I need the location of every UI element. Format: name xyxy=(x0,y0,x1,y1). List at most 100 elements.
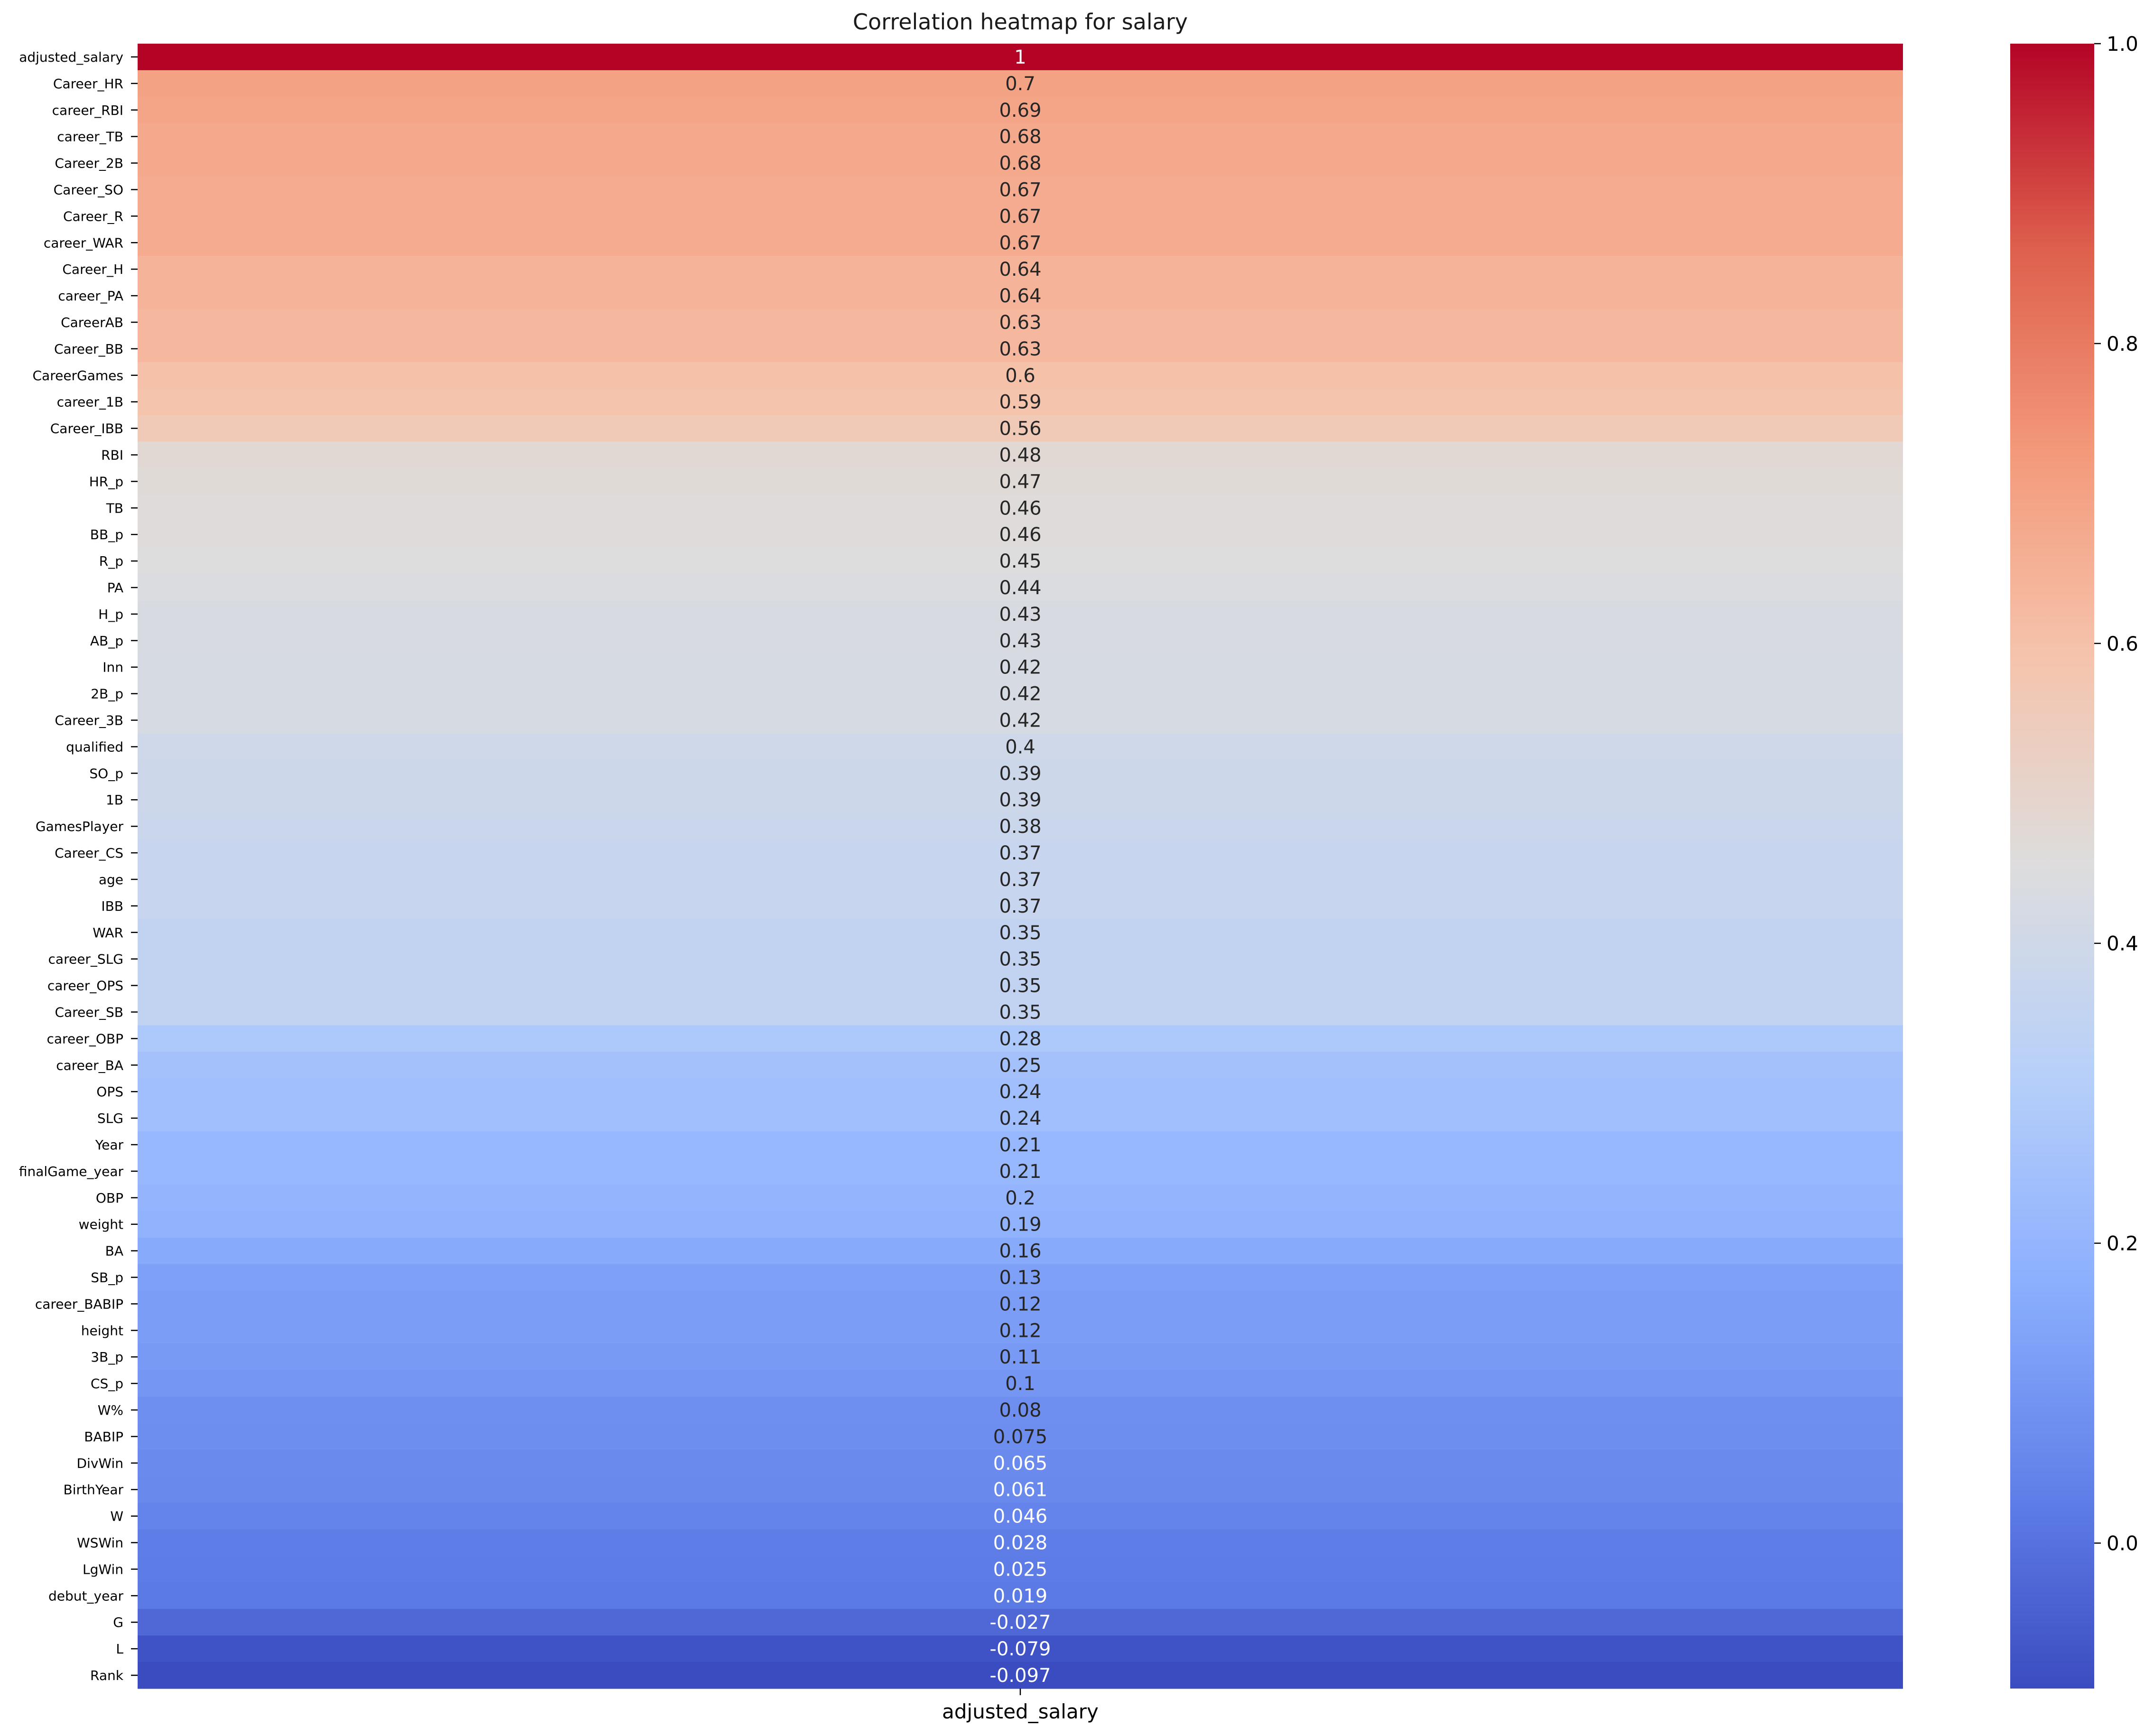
cell-value-label: 0.11 xyxy=(999,1346,1041,1368)
heatmap-cell xyxy=(138,149,1903,177)
cell-value-label: 0.42 xyxy=(999,710,1041,732)
y-tick-label: Career_HR xyxy=(53,76,123,92)
heatmap-cell xyxy=(138,96,1903,124)
heatmap-cell xyxy=(138,1397,1903,1424)
heatmap-cell xyxy=(138,653,1903,681)
heatmap-cell xyxy=(138,1423,1903,1450)
y-tick-label: Year xyxy=(95,1137,124,1153)
y-tick-label: W% xyxy=(98,1402,123,1418)
colorbar-tick-label: 0.2 xyxy=(2107,1232,2138,1255)
cell-value-label: 0.42 xyxy=(999,683,1041,705)
cell-value-label: 0.63 xyxy=(999,312,1041,334)
heatmap-cell xyxy=(138,972,1903,999)
cell-value-label: -0.097 xyxy=(990,1665,1051,1687)
y-tick-label: SB_p xyxy=(91,1270,123,1286)
y-tick-label: OBP xyxy=(96,1190,123,1206)
heatmap-cell xyxy=(138,840,1903,867)
heatmap-cell xyxy=(138,600,1903,628)
cell-value-label: 0.67 xyxy=(999,205,1041,227)
cell-value-label: 0.35 xyxy=(999,975,1041,997)
heatmap-cell xyxy=(138,1635,1903,1662)
y-tick-label: IBB xyxy=(101,898,123,914)
heatmap-cell xyxy=(138,44,1903,71)
cell-value-label: 0.12 xyxy=(999,1320,1041,1342)
y-tick-label: Career_IBB xyxy=(50,421,123,437)
y-tick-label: Career_2B xyxy=(55,156,123,171)
heatmap-cell xyxy=(138,123,1903,150)
cell-value-label: 0.2 xyxy=(1005,1187,1035,1209)
y-tick-label: career_RBI xyxy=(52,103,123,118)
y-tick-label: Career_SB xyxy=(55,1004,123,1020)
y-tick-label: career_1B xyxy=(57,394,123,410)
cell-value-label: 0.12 xyxy=(999,1293,1041,1315)
y-tick-label: career_OBP xyxy=(47,1031,123,1046)
heatmap-cell xyxy=(138,415,1903,442)
cell-value-label: 0.21 xyxy=(999,1134,1041,1156)
heatmap-cell xyxy=(138,1131,1903,1158)
heatmap-cell xyxy=(138,282,1903,309)
cell-value-label: 0.69 xyxy=(999,100,1041,121)
cell-value-label: -0.027 xyxy=(990,1612,1051,1633)
y-tick-label: BABIP xyxy=(84,1429,123,1445)
cell-value-label: 0.67 xyxy=(999,179,1041,201)
cell-value-label: 0.47 xyxy=(999,471,1041,493)
heatmap-cell xyxy=(138,999,1903,1026)
y-tick-label: W xyxy=(110,1509,123,1524)
heatmap-cell xyxy=(138,813,1903,840)
cell-value-label: 0.37 xyxy=(999,869,1041,891)
cell-value-label: 0.19 xyxy=(999,1214,1041,1236)
cell-value-label: 0.43 xyxy=(999,604,1041,625)
heatmap-cell xyxy=(138,1052,1903,1079)
y-tick-label: Rank xyxy=(90,1668,124,1683)
heatmap-cell xyxy=(138,1582,1903,1609)
heatmap-cell xyxy=(138,680,1903,708)
y-tick-label: DivWin xyxy=(76,1456,123,1471)
heatmap-cell xyxy=(138,733,1903,760)
cell-value-label: 0.16 xyxy=(999,1241,1041,1262)
cell-value-label: 0.46 xyxy=(999,524,1041,546)
heatmap-cell xyxy=(138,495,1903,522)
heatmap-cell xyxy=(138,229,1903,256)
y-tick-label: Career_R xyxy=(63,208,123,224)
y-tick-label: career_SLG xyxy=(48,952,123,967)
y-tick-label: BirthYear xyxy=(63,1482,123,1498)
heatmap-cell xyxy=(138,945,1903,973)
heatmap-cell xyxy=(138,362,1903,389)
heatmap-cell xyxy=(138,388,1903,416)
heatmap-cell xyxy=(138,176,1903,204)
cell-value-label: 0.25 xyxy=(999,1055,1041,1076)
heatmap-cell xyxy=(138,70,1903,97)
heatmap-cell xyxy=(138,468,1903,495)
y-tick-label: Career_SO xyxy=(54,182,123,197)
heatmap-cell xyxy=(138,866,1903,893)
cell-value-label: 0.061 xyxy=(993,1479,1048,1501)
y-tick-label: RBI xyxy=(101,448,123,463)
cell-value-label: 0.025 xyxy=(993,1559,1048,1580)
cell-value-label: 0.1 xyxy=(1005,1373,1035,1395)
cell-value-label: 0.37 xyxy=(999,842,1041,864)
y-tick-label: Career_H xyxy=(62,261,123,277)
cell-value-label: 0.28 xyxy=(999,1028,1041,1050)
y-tick-label: AB_p xyxy=(90,633,123,649)
cell-value-label: 0.45 xyxy=(999,551,1041,572)
y-tick-label: BA xyxy=(105,1243,123,1259)
cell-value-label: 0.44 xyxy=(999,577,1041,599)
colorbar-bar xyxy=(2010,44,2094,1689)
y-tick-label: WAR xyxy=(93,925,123,941)
heatmap-cell xyxy=(138,1264,1903,1291)
cell-value-label: 0.13 xyxy=(999,1267,1041,1289)
cell-value-label: 0.56 xyxy=(999,418,1041,440)
y-tick-label: finalGame_year xyxy=(19,1164,124,1179)
cell-value-label: 0.065 xyxy=(993,1453,1048,1475)
cell-value-label: 0.21 xyxy=(999,1161,1041,1183)
heatmap-cell xyxy=(138,1370,1903,1397)
heatmap-cell xyxy=(138,1662,1903,1689)
heatmap-cell xyxy=(138,309,1903,336)
heatmap-cell xyxy=(138,203,1903,230)
y-tick-label: L xyxy=(116,1641,123,1657)
heatmap-cell xyxy=(138,1529,1903,1557)
heatmap-cell xyxy=(138,1184,1903,1212)
heatmap-cell xyxy=(138,1476,1903,1503)
y-tick-label: R_p xyxy=(99,553,123,569)
